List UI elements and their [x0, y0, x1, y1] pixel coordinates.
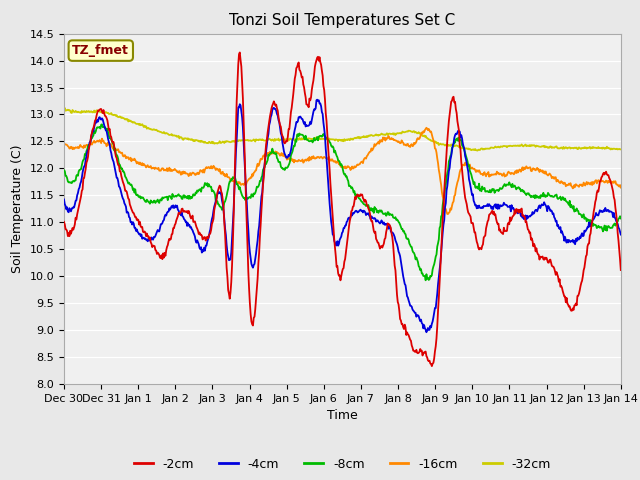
Legend: -2cm, -4cm, -8cm, -16cm, -32cm: -2cm, -4cm, -8cm, -16cm, -32cm	[129, 453, 556, 476]
Title: Tonzi Soil Temperatures Set C: Tonzi Soil Temperatures Set C	[229, 13, 456, 28]
Text: TZ_fmet: TZ_fmet	[72, 44, 129, 57]
Y-axis label: Soil Temperature (C): Soil Temperature (C)	[11, 144, 24, 273]
X-axis label: Time: Time	[327, 409, 358, 422]
